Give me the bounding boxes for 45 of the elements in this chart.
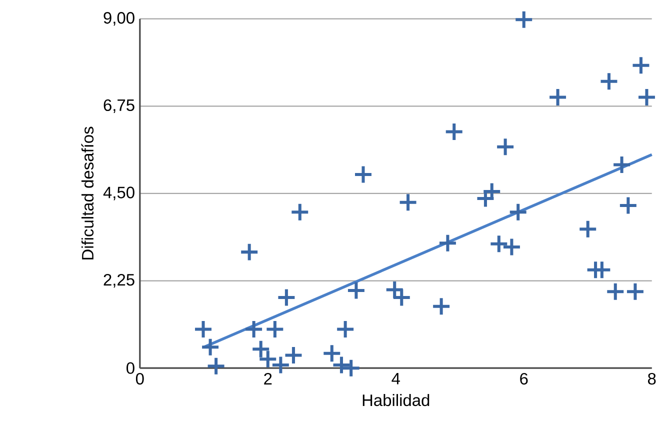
point xyxy=(578,220,598,240)
point xyxy=(346,280,366,300)
point xyxy=(625,282,645,302)
x-tick-label: 0 xyxy=(136,373,144,385)
point xyxy=(240,242,260,262)
x-tick-label: 8 xyxy=(648,373,656,385)
point xyxy=(432,296,452,316)
point xyxy=(489,234,509,254)
point xyxy=(592,260,612,280)
y-tick-label: 0 xyxy=(126,362,134,374)
point xyxy=(599,72,619,92)
x-tick-label: 4 xyxy=(392,373,400,385)
y-tick-label: 6,75 xyxy=(104,100,134,114)
point xyxy=(398,192,418,212)
point xyxy=(606,282,626,302)
point xyxy=(270,355,290,375)
y-tick-label: 2,25 xyxy=(104,274,134,288)
point xyxy=(508,202,528,222)
point xyxy=(612,155,632,175)
point xyxy=(206,356,226,376)
point xyxy=(194,320,213,340)
point xyxy=(438,234,458,254)
x-tick-label: 2 xyxy=(264,373,272,385)
point xyxy=(631,56,651,76)
y-tick-label: 9,00 xyxy=(104,12,134,26)
point xyxy=(496,137,516,157)
point xyxy=(444,122,464,142)
point xyxy=(502,238,522,258)
point xyxy=(618,196,638,216)
x-tick-label: 6 xyxy=(520,373,528,385)
point xyxy=(244,320,264,340)
y-axis-title: Dificultad desafíos xyxy=(81,127,94,260)
point xyxy=(200,338,220,358)
point xyxy=(341,358,361,378)
point xyxy=(284,346,304,366)
x-axis-title: Habilidad xyxy=(362,394,430,406)
point xyxy=(290,202,310,222)
y-tick-label: 4,50 xyxy=(103,186,134,201)
point xyxy=(276,288,296,308)
point xyxy=(548,88,568,108)
point xyxy=(265,320,285,340)
point xyxy=(514,10,534,30)
point xyxy=(636,88,656,108)
point xyxy=(336,320,356,340)
point xyxy=(353,164,373,184)
